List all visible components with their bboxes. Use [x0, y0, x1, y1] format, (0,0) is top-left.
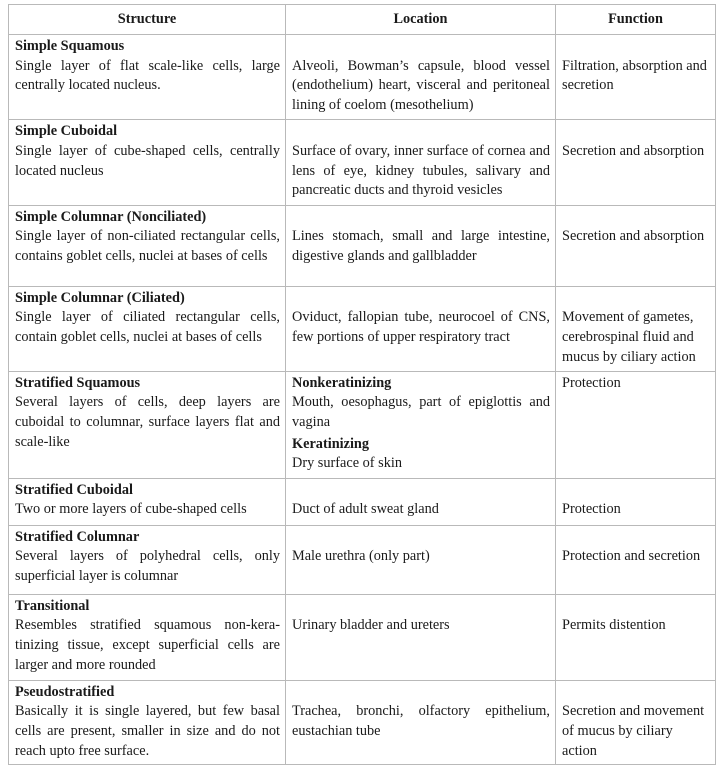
structure-name: Simple Columnar (Nonciliated) — [15, 208, 207, 225]
function-cell: Secretion and absorption — [555, 204, 716, 287]
location-block: Trachea, bronchi, olfactory epithelium, … — [292, 702, 550, 741]
location-block: Surface of ovary, inner surface of corne… — [292, 142, 550, 201]
function-cell: Protection — [555, 477, 716, 526]
table-row: Pseudostratified Basically it is single … — [8, 679, 716, 765]
location-text: Alveoli, Bowman’s capsule, blood vessel … — [292, 57, 550, 113]
table-row: Stratified Squamous Several layers of ce… — [8, 370, 716, 479]
table-row: Stratified Cuboidal Two or more layers o… — [8, 477, 716, 526]
location-cell: Male urethra (only part) — [285, 524, 556, 595]
location-block: Keratinizing Dry surface of skin — [292, 435, 550, 474]
structure-cell: Simple Columnar (Ciliated) Single layer … — [8, 285, 286, 372]
function-text: Protection — [562, 374, 621, 391]
function-cell: Movement of gametes, cerebrospinal fluid… — [555, 285, 716, 372]
structure-name: Stratified Columnar — [15, 528, 140, 545]
location-cell: Alveoli, Bowman’s capsule, blood vessel … — [285, 33, 556, 121]
location-cell: Nonkeratinizing Mouth, oesophagus, part o… — [285, 370, 556, 479]
header-function: Function — [555, 4, 716, 35]
location-text: Male urethra (only part) — [292, 548, 430, 565]
structure-description: Resembles stratified squamous non-kera-t… — [15, 617, 280, 673]
structure-name: Simple Columnar (Ciliated) — [15, 289, 185, 306]
location-block: Urinary bladder and ureters — [292, 616, 550, 636]
table-row: Stratified Columnar Several layers of po… — [8, 524, 716, 595]
location-block: Male urethra (only part) — [292, 547, 550, 567]
function-cell: Protection and secretion — [555, 524, 716, 595]
structure-description: Single layer of non-ciliated rectangular… — [15, 228, 280, 264]
location-cell: Lines stomach, small and large intestine… — [285, 204, 556, 287]
structure-name: Simple Cuboidal — [15, 123, 118, 140]
location-subheading: Keratinizing — [292, 435, 370, 452]
structure-cell: Simple Cuboidal Single layer of cube-sha… — [8, 119, 286, 206]
structure-description: Single layer of ciliated rectangular cel… — [15, 309, 280, 345]
epithelium-table: Structure Location Function Simple Squam… — [8, 4, 716, 765]
table-row: Simple Columnar (Nonciliated) Single lay… — [8, 204, 716, 287]
structure-description: Basically it is single layered, but few … — [15, 703, 280, 759]
structure-cell: Pseudostratified Basically it is single … — [8, 679, 286, 765]
function-cell: Filtration, absorption and secretion — [555, 33, 716, 121]
function-text: Protection — [562, 501, 621, 518]
structure-cell: Simple Columnar (Nonciliated) Single lay… — [8, 204, 286, 287]
location-cell: Trachea, bronchi, olfactory epithelium, … — [285, 679, 556, 765]
table-row: Simple Columnar (Ciliated) Single layer … — [8, 285, 716, 372]
function-text: Secretion and movement of mucus by cilia… — [562, 703, 705, 759]
table-row: Simple Cuboidal Single layer of cube-sha… — [8, 119, 716, 206]
location-text: Urinary bladder and ureters — [292, 617, 450, 634]
structure-name: Stratified Squamous — [15, 374, 141, 391]
function-cell: Secretion and absorption — [555, 119, 716, 206]
function-cell: Protection — [555, 370, 716, 479]
function-cell: Secretion and movement of mucus by cilia… — [555, 679, 716, 765]
location-block: Duct of adult sweat gland — [292, 500, 550, 520]
header-location: Location — [285, 4, 556, 35]
location-cell: Surface of ovary, inner surface of corne… — [285, 119, 556, 206]
header-row: Structure Location Function — [8, 4, 716, 35]
location-block: Alveoli, Bowman’s capsule, blood vessel … — [292, 57, 550, 116]
structure-description: Several layers of polyhedral cells, only… — [15, 548, 280, 584]
location-block: Nonkeratinizing Mouth, oesophagus, part o… — [292, 374, 550, 433]
structure-cell: Stratified Cuboidal Two or more layers o… — [8, 477, 286, 526]
location-cell: Oviduct, fallopian tube, neurocoel of CN… — [285, 285, 556, 372]
location-cell: Duct of adult sweat gland — [285, 477, 556, 526]
structure-description: Two or more layers of cube-shaped cells — [15, 501, 247, 518]
structure-cell: Stratified Columnar Several layers of po… — [8, 524, 286, 595]
structure-name: Pseudostratified — [15, 683, 115, 700]
structure-name: Stratified Cuboidal — [15, 481, 133, 498]
structure-name: Simple Squamous — [15, 38, 125, 54]
location-text: Dry surface of skin — [292, 455, 402, 472]
structure-description: Single layer of cube-shaped cells, centr… — [15, 142, 280, 179]
function-cell: Permits distention — [555, 593, 716, 681]
structure-description: Single layer of flat scale-like cells, l… — [15, 57, 280, 94]
location-block: Oviduct, fallopian tube, neurocoel of CN… — [292, 308, 550, 347]
function-text: Permits distention — [562, 617, 666, 634]
location-cell: Urinary bladder and ureters — [285, 593, 556, 681]
structure-cell: Stratified Squamous Several layers of ce… — [8, 370, 286, 479]
function-text: Movement of gametes, cerebrospinal fluid… — [562, 309, 696, 365]
header-structure: Structure — [8, 4, 286, 35]
location-text: Trachea, bronchi, olfactory epithelium, … — [292, 703, 550, 739]
location-text: Surface of ovary, inner surface of corne… — [292, 142, 550, 199]
function-text: Filtration, absorption and secretion — [562, 57, 707, 94]
location-text: Oviduct, fallopian tube, neurocoel of CN… — [292, 309, 550, 345]
location-block: Lines stomach, small and large intestine… — [292, 227, 550, 266]
location-subheading: Nonkeratinizing — [292, 374, 392, 391]
structure-cell: Simple Squamous Single layer of flat sca… — [8, 33, 286, 121]
structure-cell: Transitional Resembles stratified squamo… — [8, 593, 286, 681]
table-row: Simple Squamous Single layer of flat sca… — [8, 33, 716, 121]
function-text: Protection and secretion — [562, 548, 701, 565]
location-text: Duct of adult sweat gland — [292, 501, 439, 518]
structure-description: Several layers of cells, deep layers are… — [15, 394, 280, 450]
location-text: Mouth, oesophagus, part of epiglottis an… — [292, 394, 550, 430]
table-row: Transitional Resembles stratified squamo… — [8, 593, 716, 681]
function-text: Secretion and absorption — [562, 142, 705, 159]
location-text: Lines stomach, small and large intestine… — [292, 228, 550, 264]
structure-name: Transitional — [15, 597, 90, 614]
function-text: Secretion and absorption — [562, 228, 705, 245]
